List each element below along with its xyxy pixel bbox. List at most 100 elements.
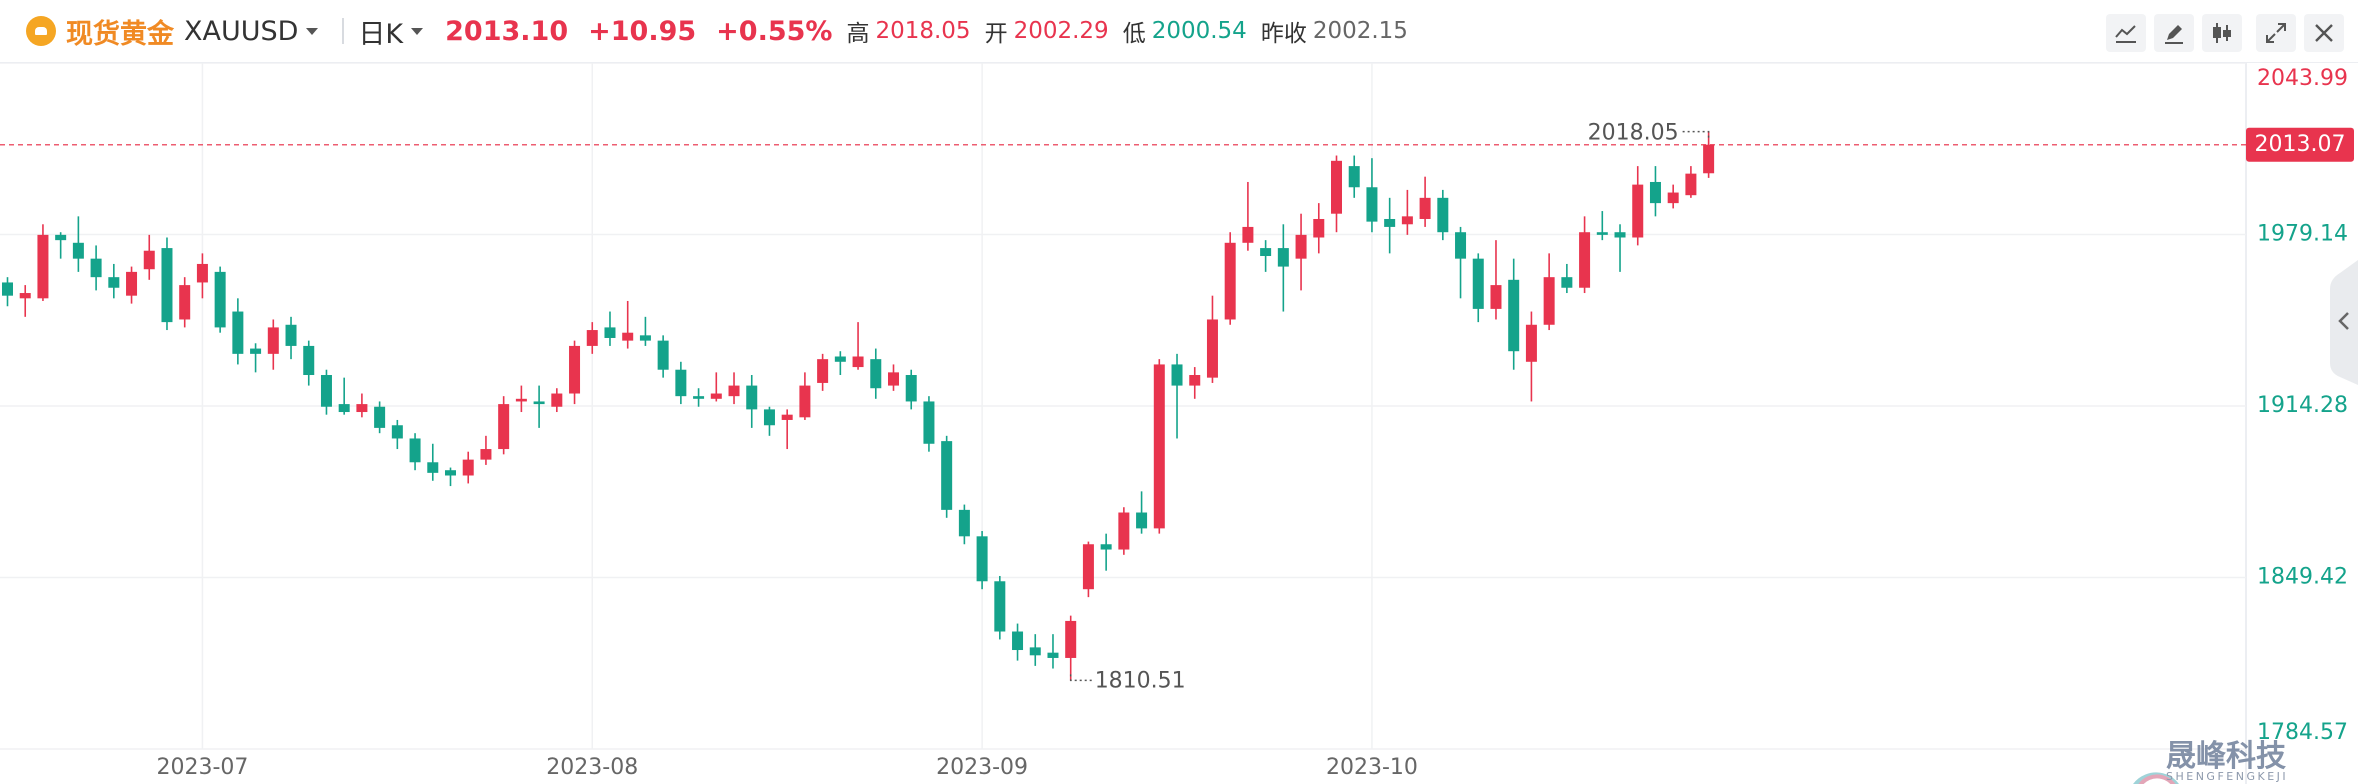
icon (2213, 23, 2231, 43)
candle-body (285, 324, 297, 346)
candle-body (923, 401, 935, 444)
y-tick-label: 1784.57 (2257, 720, 2348, 745)
tool-fullscreen[interactable] (2256, 14, 2296, 52)
candle-body (1437, 197, 1449, 233)
prev-close-value: 2002.15 (1312, 18, 1408, 44)
gold-icon (26, 16, 56, 46)
candle-body (1012, 631, 1024, 651)
symbol[interactable]: XAUUSD (184, 15, 299, 47)
candle-body (1561, 277, 1573, 288)
last-price-box (2246, 127, 2354, 162)
candle-body (1118, 512, 1130, 550)
candle-body (196, 263, 208, 283)
x-tick-label: 2023-07 (156, 755, 248, 780)
candle-body (905, 375, 917, 402)
candle-body (1100, 544, 1112, 550)
candle-body (657, 340, 669, 370)
candle-body (852, 356, 864, 368)
candle-body (1313, 218, 1325, 238)
y-tick-label: 2043.99 (2257, 66, 2348, 91)
icon (2165, 25, 2183, 44)
change-pct: +0.55% (716, 15, 833, 47)
y-tick-label: 1914.28 (2257, 393, 2348, 418)
candle-body (1295, 234, 1307, 259)
candle-body (1047, 652, 1059, 658)
candle-body (1703, 144, 1715, 174)
candle-body (1136, 512, 1148, 529)
candle-body (693, 396, 705, 399)
watermark-title: 晟峰科技 (2166, 739, 2286, 774)
candle-body (19, 293, 31, 299)
candle-body (1579, 232, 1591, 288)
candle-body (1348, 166, 1360, 188)
prev-close-label: 昨收 (1260, 21, 1307, 47)
icon (2266, 23, 2286, 43)
candle-body (108, 277, 120, 288)
high-value: 2018.05 (875, 18, 971, 44)
candle-body (994, 581, 1006, 632)
candle-body (1596, 232, 1608, 235)
low-value: 2000.54 (1151, 18, 1247, 44)
candle-body (941, 441, 953, 510)
last-price-label: 2013.07 (2255, 132, 2346, 157)
candle-body (303, 345, 315, 376)
candle-body (480, 449, 492, 460)
candle-body (817, 359, 829, 383)
candle-body (622, 332, 634, 341)
tool-indicator[interactable] (2106, 14, 2146, 52)
candle-body (781, 414, 793, 420)
candle-body (1277, 248, 1289, 267)
candle-body (1685, 173, 1697, 196)
candle-body (161, 248, 173, 323)
candle-body (37, 234, 49, 299)
candle-body (498, 404, 510, 450)
candle-body (2, 282, 13, 296)
icon (2315, 24, 2333, 42)
candle-body (1419, 197, 1431, 219)
tool-draw[interactable] (2154, 14, 2194, 52)
candle-body (143, 250, 155, 270)
candle-body (1543, 277, 1555, 325)
candle-body (1331, 160, 1342, 214)
side-toggle[interactable] (2330, 260, 2358, 385)
candle-body (391, 425, 403, 439)
period[interactable]: 日K (358, 18, 404, 50)
tool-close[interactable] (2304, 14, 2344, 52)
candle-body (320, 375, 332, 407)
tool-candle[interactable] (2202, 14, 2242, 52)
candle-body (1260, 248, 1272, 257)
separator (342, 18, 345, 44)
candle-body (604, 327, 616, 338)
low-marker-label: 1810.51 (1095, 668, 1186, 693)
candle-body (710, 393, 722, 399)
period-dropdown[interactable] (411, 27, 424, 35)
candle-body (870, 359, 882, 389)
candle-body (1189, 375, 1201, 386)
candle-body (1490, 285, 1502, 309)
candle-body (888, 372, 899, 386)
candle-body (675, 369, 687, 397)
candle-body (1632, 184, 1644, 238)
candle-body (1472, 258, 1484, 309)
candle-body (586, 330, 598, 346)
instrument-name: 现货黄金 (66, 18, 174, 50)
candle-body (1508, 279, 1520, 352)
candle-body (374, 406, 386, 428)
y-tick-label: 1979.14 (2257, 221, 2348, 246)
candle-body (1153, 364, 1165, 529)
candle-body (356, 404, 368, 413)
watermark-logo (2138, 774, 2176, 784)
candle-body (1242, 226, 1254, 243)
high-label: 高 (846, 21, 870, 47)
icon (2115, 25, 2136, 43)
symbol-dropdown[interactable] (306, 27, 319, 35)
candle-body (409, 438, 421, 463)
watermark-subtitle: SHENGFENGKEJI (2166, 770, 2288, 783)
x-tick-label: 2023-09 (936, 755, 1028, 780)
candle-body (639, 335, 651, 341)
high-marker-line (1682, 130, 1710, 138)
candle-body (250, 348, 262, 354)
candle-body (1206, 319, 1218, 378)
candle-body (763, 409, 775, 426)
change: +10.95 (588, 15, 697, 47)
